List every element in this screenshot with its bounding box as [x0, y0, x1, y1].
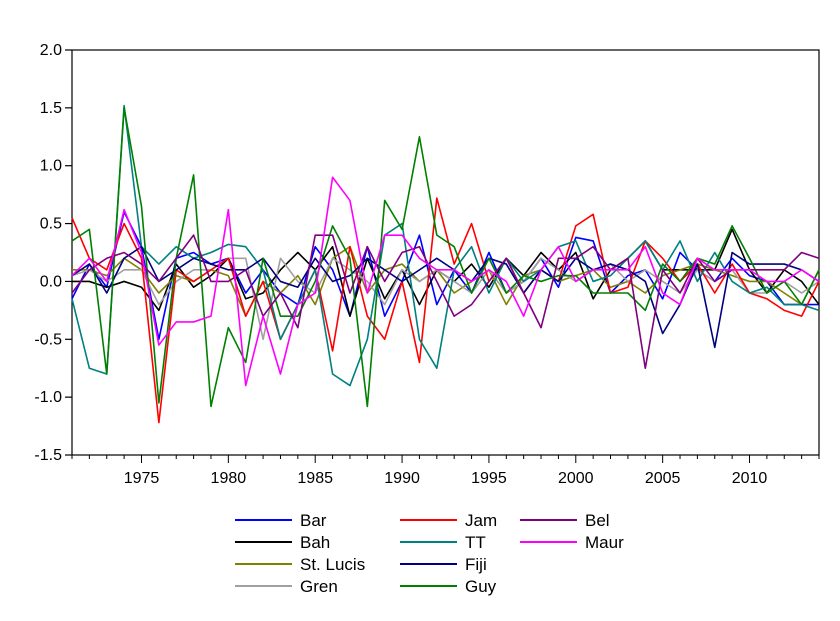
- legend-label: Fiji: [465, 555, 487, 574]
- plot-frame: [71, 49, 820, 456]
- x-tick-label: 1995: [471, 470, 507, 487]
- legend-label: Guy: [465, 577, 497, 596]
- y-tick-label: 0.0: [40, 273, 62, 290]
- y-tick-label: -1.0: [34, 389, 62, 406]
- series-line-guy: [71, 107, 820, 408]
- series-line-tt: [71, 104, 820, 387]
- x-tick-label: 2000: [558, 470, 594, 487]
- x-tick-label: 1990: [384, 470, 420, 487]
- x-tick-label: 1980: [211, 470, 247, 487]
- legend-label: Gren: [300, 577, 338, 596]
- y-tick-label: 1.5: [40, 100, 62, 117]
- legend-label: Bah: [300, 533, 330, 552]
- x-axis: 1975 1980 1985 1990 1995 2000 2005 2010: [71, 455, 820, 487]
- legend-label: Jam: [465, 511, 497, 530]
- y-tick-label: 0.5: [40, 216, 62, 233]
- legend-label: Bar: [300, 511, 327, 530]
- series-line-fiji: [71, 245, 820, 349]
- y-axis: 2.0 1.5 1.0 0.5 0.0 -0.5 -1.0 -1.5: [34, 42, 72, 464]
- legend-label: TT: [465, 533, 486, 552]
- y-tick-label: 2.0: [40, 42, 62, 59]
- legend: Bar Bah St. Lucis Gren Jam TT Fiji Guy Bel Maur: [235, 511, 624, 596]
- series-lines: [71, 104, 820, 424]
- y-tick-label: -0.5: [34, 331, 62, 348]
- series-line-maur: [71, 176, 820, 387]
- legend-label: St. Lucis: [300, 555, 365, 574]
- y-tick-label: 1.0: [40, 158, 62, 175]
- legend-label: Bel: [585, 511, 610, 530]
- x-tick-label: 2005: [645, 470, 681, 487]
- x-tick-label: 2010: [732, 470, 768, 487]
- x-tick-label: 1985: [297, 470, 333, 487]
- x-tick-label: 1975: [124, 470, 160, 487]
- legend-label: Maur: [585, 533, 624, 552]
- series-line-bah: [72, 228, 820, 317]
- y-tick-label: -1.5: [34, 447, 62, 464]
